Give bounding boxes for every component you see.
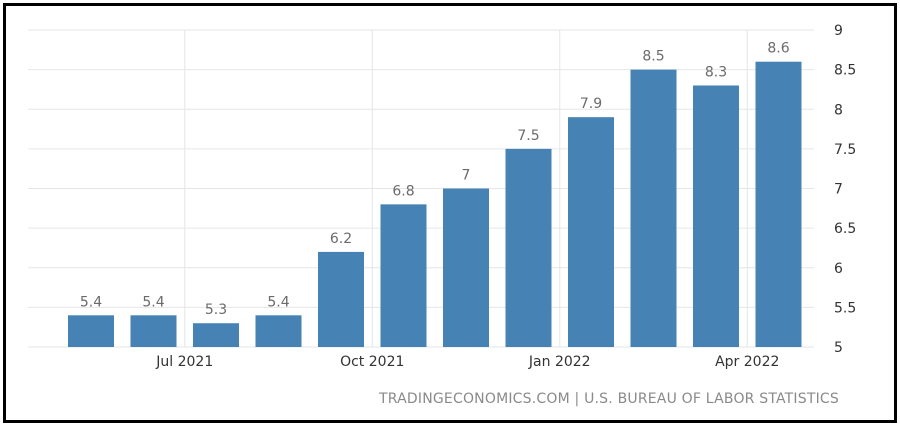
- bar-value-label: 5.4: [142, 294, 164, 310]
- bar-value-label: 7.5: [517, 128, 539, 144]
- bar: [505, 148, 552, 347]
- bar-value-label: 6.8: [392, 183, 414, 199]
- bar: [68, 315, 114, 347]
- x-tick-label: Jul 2021: [155, 354, 213, 370]
- y-tick-label: 8: [834, 102, 843, 118]
- y-tick-label: 5: [834, 340, 843, 356]
- y-tick-label: 7.5: [834, 142, 856, 158]
- x-axis-ticks: Jul 2021 Oct 2021 Jan 2022 Apr 2022: [155, 354, 779, 370]
- bar: [443, 188, 489, 347]
- y-tick-label: 6.5: [834, 221, 856, 237]
- bar-value-label: 5.4: [267, 294, 289, 310]
- bar-value-label: 6.2: [330, 231, 352, 247]
- bars: [68, 61, 802, 347]
- bar: [568, 117, 614, 347]
- bar: [130, 315, 177, 347]
- bar-value-label: 8.3: [705, 64, 727, 80]
- bar: [693, 85, 739, 347]
- bar-value-label: 5.4: [80, 294, 102, 310]
- bar-value-label: 5.3: [205, 302, 227, 318]
- y-tick-label: 7: [834, 182, 843, 198]
- x-tick-label: Apr 2022: [715, 354, 779, 370]
- bar: [755, 61, 802, 347]
- y-tick-label: 6: [834, 261, 843, 277]
- y-tick-label: 8.5: [834, 63, 856, 79]
- x-tick-label: Oct 2021: [340, 354, 404, 370]
- y-tick-label: 5.5: [834, 300, 856, 316]
- x-tick-label: Jan 2022: [528, 354, 591, 370]
- bar: [318, 251, 364, 347]
- bar: [193, 323, 239, 347]
- bar-value-label: 7.9: [580, 96, 602, 112]
- bar: [630, 69, 677, 347]
- y-axis-ticks: 5 5.5 6 6.5 7 7.5 8 8.5 9: [834, 23, 856, 356]
- bar-value-label: 7: [462, 168, 471, 184]
- y-tick-label: 9: [834, 23, 843, 39]
- bar: [255, 315, 302, 347]
- source-credit: TRADINGECONOMICS.COM | U.S. BUREAU OF LA…: [378, 391, 839, 407]
- bar-value-label: 8.5: [642, 49, 664, 65]
- bar-value-label: 8.6: [767, 41, 789, 57]
- bar: [380, 204, 427, 347]
- data-labels: 5.4 5.4 5.3 5.4 6.2 6.8 7 7.5 7.9 8.5 8.3 8.6: [80, 41, 790, 319]
